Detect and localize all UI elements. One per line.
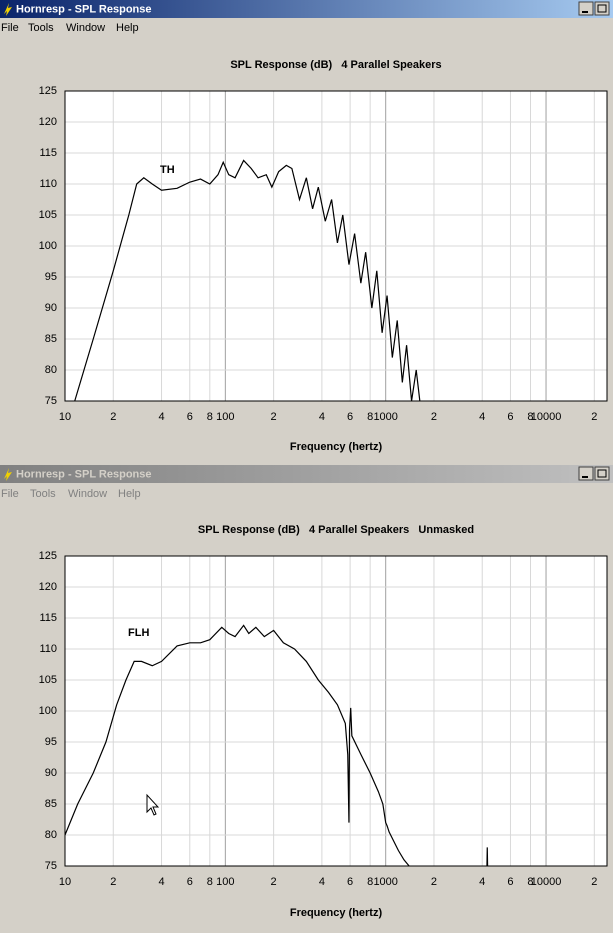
- y-tick-label: 125: [39, 85, 57, 97]
- x-tick-label: 4: [479, 876, 485, 888]
- y-tick-label: 120: [39, 116, 57, 128]
- x-tick-label: 100: [216, 876, 234, 888]
- response-line: [74, 159, 421, 401]
- x-tick-label: 1000: [373, 876, 397, 888]
- window-title: Hornresp - SPL Response: [16, 468, 152, 480]
- x-tick-label: 8: [527, 411, 533, 423]
- plot-border: [64, 555, 608, 867]
- x-axis-title: Frequency (hertz): [290, 907, 383, 919]
- x-tick-label: 1000: [373, 411, 397, 423]
- x-tick-label: 8: [367, 876, 373, 888]
- app-icon: [4, 468, 12, 481]
- x-tick-label: 6: [347, 876, 353, 888]
- chart-title: SPL Response (dB) 4 Parallel Speakers Un…: [198, 524, 474, 536]
- x-tick-label: 4: [319, 411, 325, 423]
- x-tick-label: 10: [59, 876, 71, 888]
- x-tick-label: 2: [591, 411, 597, 423]
- x-axis-title: Frequency (hertz): [290, 441, 383, 453]
- window-buttons[interactable]: [578, 466, 610, 481]
- x-tick-label: 4: [319, 876, 325, 888]
- x-tick-label: 2: [271, 411, 277, 423]
- x-tick-label: 8: [527, 876, 533, 888]
- menu-item[interactable]: File: [1, 22, 19, 34]
- menu-item[interactable]: Tools: [30, 488, 56, 500]
- x-tick-label: 10: [59, 411, 71, 423]
- maximize-button[interactable]: [594, 1, 610, 16]
- title-bar: [0, 0, 613, 18]
- y-tick-label: 90: [45, 302, 57, 314]
- x-tick-label: 6: [507, 411, 513, 423]
- x-tick-label: 8: [367, 411, 373, 423]
- y-tick-label: 90: [45, 767, 57, 779]
- maximize-button[interactable]: [594, 466, 610, 481]
- y-tick-label: 85: [45, 798, 57, 810]
- x-tick-label: 10000: [531, 411, 562, 423]
- x-tick-label: 6: [187, 876, 193, 888]
- y-tick-label: 115: [39, 147, 57, 159]
- x-tick-label: 4: [158, 876, 164, 888]
- title-bar: [0, 465, 613, 483]
- app-icon: [4, 3, 12, 16]
- y-tick-label: 100: [39, 240, 57, 252]
- y-tick-label: 100: [39, 705, 57, 717]
- x-tick-label: 2: [271, 876, 277, 888]
- annotation: TH: [160, 164, 175, 176]
- x-tick-label: 6: [507, 876, 513, 888]
- y-tick-label: 95: [45, 271, 57, 283]
- y-tick-label: 120: [39, 581, 57, 593]
- y-tick-label: 80: [45, 829, 57, 841]
- menu-item[interactable]: File: [1, 488, 19, 500]
- x-tick-label: 8: [207, 411, 213, 423]
- annotation: FLH: [128, 627, 149, 639]
- plot-border: [64, 90, 608, 402]
- y-tick-label: 125: [39, 550, 57, 562]
- response-line: [65, 624, 489, 866]
- chart-title: SPL Response (dB) 4 Parallel Speakers: [230, 59, 441, 71]
- menu-item[interactable]: Help: [118, 488, 141, 500]
- x-tick-label: 2: [110, 411, 116, 423]
- y-tick-label: 85: [45, 333, 57, 345]
- y-tick-label: 80: [45, 364, 57, 376]
- x-tick-label: 4: [158, 411, 164, 423]
- y-tick-label: 105: [39, 674, 57, 686]
- minimize-button[interactable]: [578, 1, 594, 16]
- y-tick-label: 110: [39, 643, 57, 655]
- x-tick-label: 2: [431, 411, 437, 423]
- y-tick-label: 115: [39, 612, 57, 624]
- y-tick-label: 75: [45, 860, 57, 872]
- y-tick-label: 105: [39, 209, 57, 221]
- mouse-cursor: [146, 793, 160, 816]
- x-tick-label: 10000: [531, 876, 562, 888]
- x-tick-label: 4: [479, 411, 485, 423]
- x-tick-label: 2: [591, 876, 597, 888]
- menu-item[interactable]: Help: [116, 22, 139, 34]
- x-tick-label: 6: [347, 411, 353, 423]
- x-tick-label: 6: [187, 411, 193, 423]
- icon: [597, 4, 607, 13]
- x-tick-label: 100: [216, 411, 234, 423]
- y-tick-label: 95: [45, 736, 57, 748]
- menu-item[interactable]: Window: [68, 488, 107, 500]
- window-buttons[interactable]: [578, 1, 610, 16]
- menu-item[interactable]: Tools: [28, 22, 54, 34]
- y-tick-label: 75: [45, 395, 57, 407]
- x-tick-label: 2: [110, 876, 116, 888]
- x-tick-label: 8: [207, 876, 213, 888]
- minimize-button[interactable]: [578, 466, 594, 481]
- menu-item[interactable]: Window: [66, 22, 105, 34]
- y-tick-label: 110: [39, 178, 57, 190]
- window-title: Hornresp - SPL Response: [16, 3, 152, 15]
- x-tick-label: 2: [431, 876, 437, 888]
- icon: [597, 469, 607, 478]
